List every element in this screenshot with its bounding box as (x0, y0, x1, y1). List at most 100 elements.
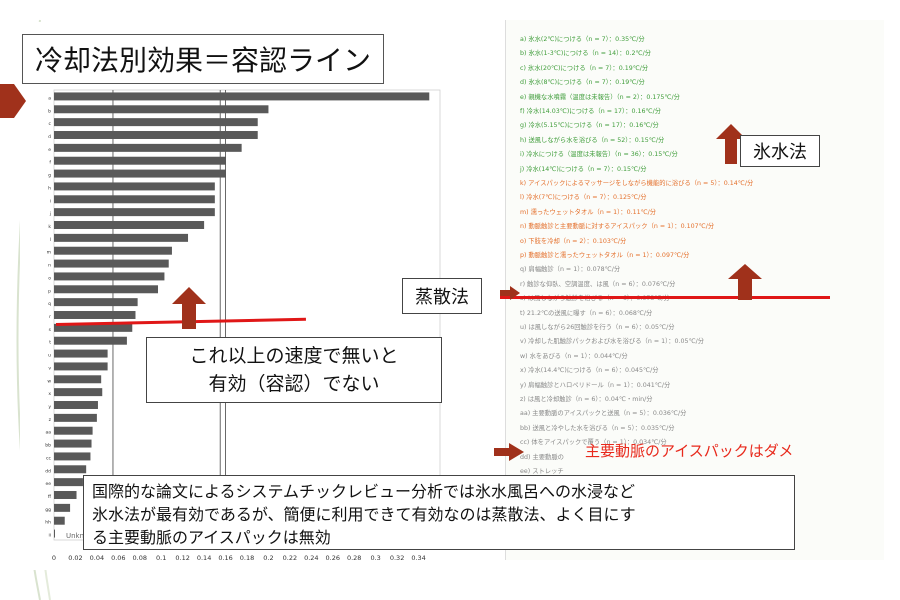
cooling-method-item: d) 氷水(8℃)につける（n = 7）：0.19℃/分 (520, 79, 645, 87)
cooling-method-item: b) 氷水(1-3℃)につける（n = 14）：0.2℃/分 (520, 50, 652, 58)
category-label: b (48, 108, 51, 114)
cooling-method-item: n) 動脈触診と主要動脈に対するアイスパック（n = 1）：0.107℃/分 (520, 223, 715, 231)
cooling-method-item: v) 冷却した肌触診パックおよび水を浴びる（n = 1）：0.05℃/分 (520, 338, 705, 346)
x-tick-label: 0.16 (218, 554, 232, 562)
cooling-method-item: t) 21.2℃の送風に曝す（n = 6）：0.068℃/分 (520, 309, 653, 317)
cooling-method-item: i) 冷水につける（温度は未報告）（n = 36）：0.15℃/分 (520, 151, 678, 159)
x-tick-label: 0.12 (175, 554, 189, 562)
cooling-method-item: x) 冷水(14.4℃)につける（n = 6）：0.045℃/分 (520, 367, 659, 375)
bar (54, 195, 215, 204)
bar (54, 272, 165, 281)
x-tick-label: 0.2 (263, 554, 273, 562)
cooling-method-item: k) アイスパックによるマッサージをしながら機能的に浴びる（n = 5）：0.1… (520, 180, 754, 187)
x-tick-label: 0.1 (156, 554, 166, 562)
cooling-method-item: g) 冷水(5.15℃)につける（n = 17）：0.16℃/分 (520, 122, 659, 130)
bar (54, 118, 258, 127)
bar (54, 452, 91, 461)
cooling-method-item: j) 冷水(14℃)につける（n = 7）：0.15℃/分 (520, 165, 647, 173)
bar (54, 285, 159, 294)
bar (54, 323, 133, 332)
bar (54, 105, 269, 114)
category-label: c (49, 122, 52, 127)
summary-box: 国際的な論文によるシステムチックレビュー分析では氷水風呂への水浸など 氷水法が最… (83, 475, 795, 550)
cooling-method-item: h) 送風しながら水を浴びる（n = 52）：0.15℃/分 (520, 136, 665, 144)
category-label: gg (45, 508, 51, 513)
category-label: a (48, 96, 51, 101)
threshold-note-line2: 有効（容認）でない (208, 373, 380, 395)
cooling-method-item: e) 親機な水噴霧（温度は未報告）（n = 2）：0.175℃/分 (520, 93, 680, 101)
cooling-method-item: f) 冷水(14.03℃)につける（n = 17）：0.16℃/分 (520, 108, 662, 115)
cooling-method-item: l) 冷水(7℃)につける（n = 7）：0.125℃/分 (520, 194, 647, 202)
bar (54, 208, 215, 217)
category-label: e (48, 148, 51, 153)
cooling-method-item: o) 下肢を冷却（n = 2）：0.103℃/分 (520, 237, 627, 245)
bar (54, 182, 215, 191)
cooling-method-item: m) 濡ったウェットタオル（n = 1）：0.11℃/分 (520, 208, 657, 216)
cooling-method-item: bb) 送風と冷やした水を浴びる（n = 5）：0.035℃/分 (520, 424, 675, 432)
up-arrow-chart (172, 287, 206, 329)
category-label: r (49, 314, 51, 320)
chart-footnote: Unkno (66, 532, 88, 540)
summary-line2: 氷水法が最有効であるが、簡便に利用できて有効なのは蒸散法、よく目にす (92, 505, 636, 524)
cooling-method-item: q) 肩幅触診（n = 1）：0.078℃/分 (520, 266, 621, 274)
bar (54, 491, 77, 499)
category-label: g (48, 174, 51, 179)
bar (54, 375, 102, 384)
category-label: v (48, 366, 51, 371)
bar (54, 336, 127, 345)
x-tick-label: 0.22 (283, 554, 297, 562)
x-tick-label: 0.32 (390, 554, 404, 562)
up-arrow-evap (728, 264, 762, 300)
category-label: n (48, 264, 51, 269)
category-label: j (49, 211, 51, 217)
up-arrow-ice (716, 124, 746, 164)
bar (54, 298, 138, 307)
right-arrow-evap (500, 286, 520, 300)
bar (54, 426, 93, 435)
category-label: k (48, 224, 51, 230)
cooling-method-item: u) は風しながら26回触診を行う（n = 6）：0.05℃/分 (520, 324, 675, 331)
category-label: d (48, 134, 51, 140)
category-label: p (48, 289, 51, 294)
threshold-note-line1: これ以上の速度で無いと (189, 345, 399, 367)
cooling-method-list-panel (505, 20, 884, 560)
bar (54, 221, 205, 229)
cooling-method-item: w) 水をあびる（n = 1）：0.044℃/分 (520, 352, 628, 360)
category-label: hh (45, 520, 51, 526)
cooling-method-item: c) 氷水(20℃)につける（n = 7）：0.19℃/分 (520, 64, 649, 72)
x-tick-label: 0 (52, 554, 56, 562)
category-label: f (49, 160, 51, 166)
x-tick-label: 0.08 (133, 554, 147, 562)
bar (54, 349, 108, 358)
category-label: q (48, 302, 51, 307)
category-label: ii (48, 533, 51, 539)
bar (54, 503, 71, 512)
bar (54, 169, 226, 178)
bar (54, 156, 226, 165)
x-tick-label: 0.06 (111, 554, 125, 562)
summary-line1: 国際的な論文によるシステムチックレビュー分析では氷水風呂への水浸など (92, 482, 636, 501)
slide-title: 冷却法別効果＝容認ライン (22, 34, 385, 84)
threshold-line-list (500, 296, 830, 299)
category-label: o (48, 276, 51, 281)
bar (54, 529, 55, 538)
category-label: ee (45, 482, 51, 487)
cooling-method-item: dd) 主要動脈の (520, 453, 564, 461)
cooling-method-item: y) 肩幅触診とハロペリドール（n = 1）：0.041℃/分 (520, 381, 671, 389)
x-tick-label: 0.28 (347, 554, 361, 562)
cooling-method-item: r) 触診な仰臥、空調温度、は風（n = 6）：0.076℃/分 (520, 280, 676, 288)
right-arrow-carotid (494, 443, 524, 461)
bar (54, 143, 242, 152)
category-label: t (49, 340, 51, 346)
bar (54, 413, 97, 422)
x-tick-label: 0.24 (304, 554, 318, 562)
bar (54, 246, 172, 255)
x-tick-label: 0.34 (411, 554, 425, 562)
bar (54, 311, 136, 319)
bar (54, 439, 92, 448)
threshold-note-box: これ以上の速度で無いと 有効（容認）でない (146, 337, 442, 403)
carotid-icepack-warning: 主要動脈のアイスパックはダメ (585, 442, 794, 460)
bar (54, 478, 83, 487)
category-label: y (48, 405, 51, 410)
evaporative-method-label: 蒸散法 (402, 278, 482, 314)
